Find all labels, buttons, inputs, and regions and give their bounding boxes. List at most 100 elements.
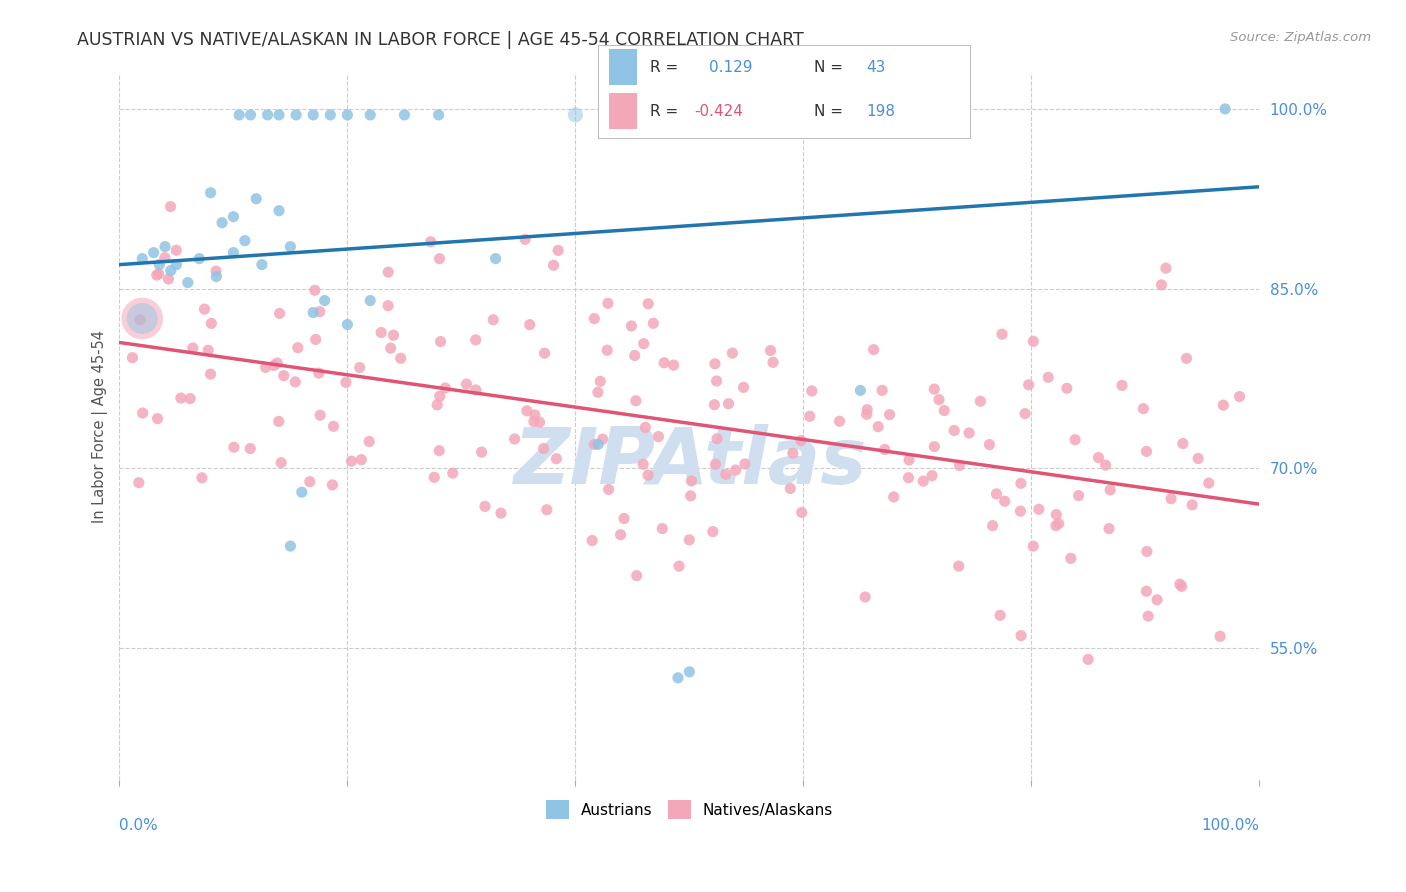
Point — [1087, 450, 1109, 465]
Point — [222, 210, 245, 224]
Point — [394, 108, 416, 122]
Point — [429, 334, 451, 349]
Point — [828, 414, 851, 428]
Point — [377, 299, 399, 313]
Point — [471, 445, 494, 459]
Point — [1028, 502, 1050, 516]
Point — [191, 471, 214, 485]
Point — [211, 216, 233, 230]
Point — [314, 293, 336, 308]
Point — [921, 468, 943, 483]
Point — [1038, 370, 1060, 384]
Point — [464, 333, 486, 347]
Point — [1022, 539, 1045, 553]
Text: R =: R = — [650, 60, 678, 75]
Point — [994, 494, 1017, 508]
Point — [427, 443, 450, 458]
Point — [1077, 652, 1099, 666]
Point — [922, 382, 945, 396]
Text: -0.424: -0.424 — [695, 103, 744, 119]
Point — [547, 244, 569, 258]
Point — [197, 343, 219, 358]
Point — [170, 391, 193, 405]
Point — [581, 533, 603, 548]
Point — [245, 192, 267, 206]
Point — [536, 502, 558, 516]
Text: 198: 198 — [866, 103, 894, 119]
Point — [624, 393, 647, 408]
Text: 43: 43 — [866, 60, 886, 75]
Point — [254, 360, 277, 375]
Point — [426, 398, 449, 412]
Point — [704, 357, 727, 371]
Point — [1064, 433, 1087, 447]
Point — [200, 367, 222, 381]
Point — [546, 451, 568, 466]
Point — [188, 252, 211, 266]
Point — [1060, 551, 1083, 566]
Text: N =: N = — [814, 60, 842, 75]
Point — [382, 328, 405, 343]
Point — [181, 341, 204, 355]
Point — [782, 446, 804, 460]
Point — [380, 341, 402, 355]
Point — [1187, 451, 1209, 466]
Point — [1045, 518, 1067, 533]
Point — [200, 186, 222, 200]
Point — [233, 234, 256, 248]
Point — [200, 317, 222, 331]
Point — [308, 366, 330, 380]
Point — [948, 559, 970, 574]
Point — [855, 407, 877, 421]
Point — [633, 336, 655, 351]
Point — [666, 671, 689, 685]
Point — [637, 297, 659, 311]
Bar — [609, 94, 637, 129]
Point — [350, 452, 373, 467]
Point — [269, 306, 291, 320]
Point — [714, 467, 737, 482]
Point — [790, 434, 813, 448]
Point — [359, 108, 381, 122]
Point — [647, 429, 669, 443]
Point — [482, 312, 505, 326]
Point — [631, 457, 654, 471]
Point — [943, 424, 966, 438]
Point — [165, 258, 187, 272]
Point — [613, 511, 636, 525]
Point — [456, 377, 478, 392]
Point — [359, 434, 381, 449]
Point — [626, 568, 648, 582]
Point — [928, 392, 950, 407]
Point — [153, 251, 176, 265]
Point — [589, 374, 612, 388]
Point — [370, 326, 392, 340]
Text: R =: R = — [650, 103, 678, 119]
Point — [305, 333, 328, 347]
Point — [270, 456, 292, 470]
Point — [620, 318, 643, 333]
Point — [159, 263, 181, 277]
Point — [298, 475, 321, 489]
Point — [678, 665, 700, 679]
Text: N =: N = — [814, 103, 842, 119]
Point — [322, 419, 344, 434]
Point — [131, 252, 153, 266]
Point — [193, 302, 215, 317]
Point — [1067, 489, 1090, 503]
Point — [678, 533, 700, 547]
Point — [1018, 377, 1040, 392]
Point — [266, 356, 288, 370]
Point — [979, 437, 1001, 451]
Point — [986, 487, 1008, 501]
Point — [643, 316, 665, 330]
Point — [222, 440, 245, 454]
Point — [592, 432, 614, 446]
Point — [981, 518, 1004, 533]
Point — [533, 442, 555, 456]
Point — [637, 468, 659, 483]
Point — [423, 470, 446, 484]
Point — [598, 483, 620, 497]
Point — [179, 392, 201, 406]
Point — [1146, 592, 1168, 607]
